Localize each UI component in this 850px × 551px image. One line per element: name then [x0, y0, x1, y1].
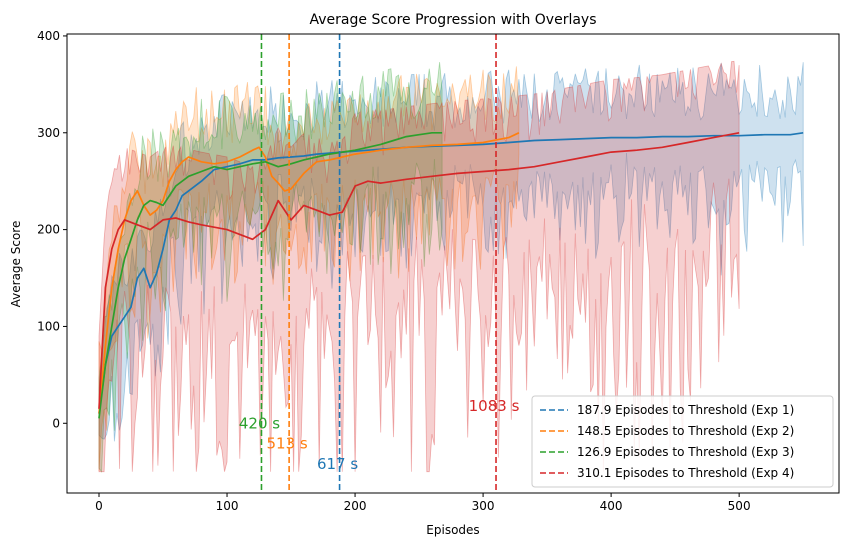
y-tick-label: 400 — [37, 29, 60, 43]
legend-label-3: 126.9 Episodes to Threshold (Exp 3) — [577, 445, 794, 459]
x-tick-label: 100 — [216, 499, 239, 513]
x-tick-label: 500 — [728, 499, 751, 513]
threshold-annotation-4: 1083 s — [469, 397, 520, 415]
legend-box — [531, 395, 834, 488]
x-tick-label: 200 — [344, 499, 367, 513]
x-tick-label: 0 — [95, 499, 103, 513]
x-tick-label: 400 — [600, 499, 623, 513]
series-1-band — [98, 62, 804, 442]
series-4-band — [98, 60, 740, 473]
series-1-line — [98, 131, 804, 414]
chart-title: Average Score Progression with Overlays — [310, 12, 597, 28]
series-2-line — [98, 132, 520, 414]
series-3-band — [98, 62, 443, 473]
band-layer — [98, 60, 804, 473]
line-layer — [98, 131, 804, 419]
y-tick-label: 300 — [37, 126, 60, 140]
series-4-line — [98, 131, 740, 409]
x-tick-label: 300 — [472, 499, 495, 513]
x-axis-label: Episodes — [426, 523, 479, 537]
y-tick-label: 0 — [52, 416, 60, 430]
y-tick-label: 200 — [37, 223, 60, 237]
legend-layer: 187.9 Episodes to Threshold (Exp 1) 148.5… — [531, 395, 834, 488]
axis-layer: 0 100 200 300 400 500 0 100 200 300 400 — [37, 29, 840, 513]
threshold-annotation-2: 513 s — [267, 435, 308, 453]
y-tick-label: 100 — [37, 319, 60, 333]
legend-label-1: 187.9 Episodes to Threshold (Exp 1) — [577, 403, 794, 417]
vline-layer: 617 s 513 s 420 s 1083 s — [239, 34, 520, 493]
series-2-band — [98, 66, 520, 472]
threshold-annotation-1: 617 s — [317, 455, 358, 473]
y-axis-label: Average Score — [9, 221, 23, 308]
series-3-line — [98, 131, 443, 419]
legend-label-2: 148.5 Episodes to Threshold (Exp 2) — [577, 424, 794, 438]
plot-frame — [66, 33, 840, 494]
legend-label-4: 310.1 Episodes to Threshold (Exp 4) — [577, 466, 794, 480]
threshold-annotation-3: 420 s — [239, 414, 280, 432]
